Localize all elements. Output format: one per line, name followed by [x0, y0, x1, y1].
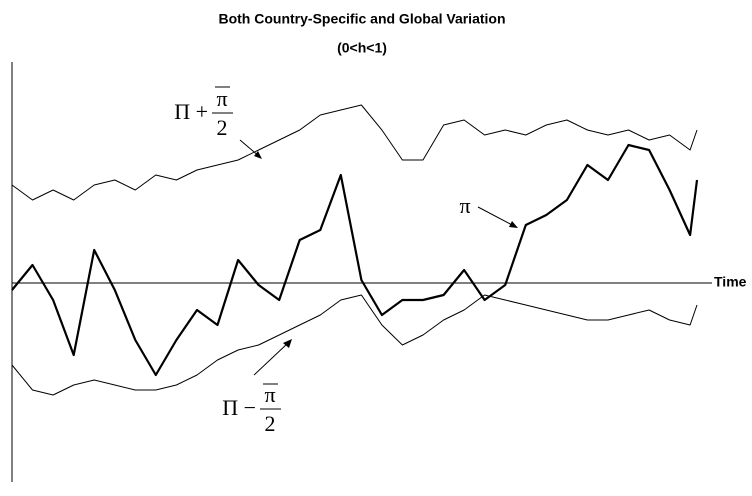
arrow-head [254, 151, 262, 159]
annotation-denominator: 2 [217, 115, 228, 140]
annotation-prefix: Π + [174, 99, 208, 124]
series-line [11, 143, 699, 377]
arrow-head [509, 221, 518, 228]
chart-title: Both Country-Specific and Global Variati… [218, 11, 505, 27]
chart-subtitle: (0<h<1) [337, 40, 387, 56]
arrow [253, 342, 289, 376]
annotation-label: π [459, 193, 470, 218]
plot-area [11, 104, 699, 396]
series-line [11, 294, 698, 396]
x-axis-label: Time [714, 274, 747, 290]
annotation-denominator: 2 [265, 411, 276, 436]
series-line [11, 104, 698, 201]
annotation-numerator: π [216, 86, 227, 111]
annotation-numerator: π [264, 382, 275, 407]
arrow-head [283, 339, 292, 348]
annotation-prefix: Π − [222, 395, 256, 420]
arrow [477, 206, 515, 227]
